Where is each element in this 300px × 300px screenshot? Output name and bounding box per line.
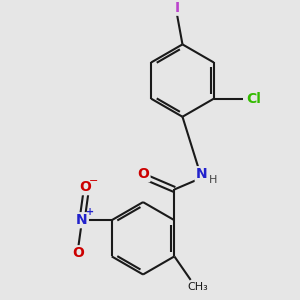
Text: O: O [80, 180, 92, 194]
Text: CH₃: CH₃ [187, 282, 208, 292]
Text: N: N [76, 213, 88, 227]
Text: N: N [196, 167, 207, 181]
Text: +: + [86, 207, 94, 217]
Text: Cl: Cl [246, 92, 261, 106]
Text: O: O [73, 246, 84, 260]
Text: I: I [175, 1, 180, 15]
Text: H: H [209, 175, 217, 185]
Text: −: − [89, 176, 99, 186]
Text: O: O [138, 167, 149, 181]
